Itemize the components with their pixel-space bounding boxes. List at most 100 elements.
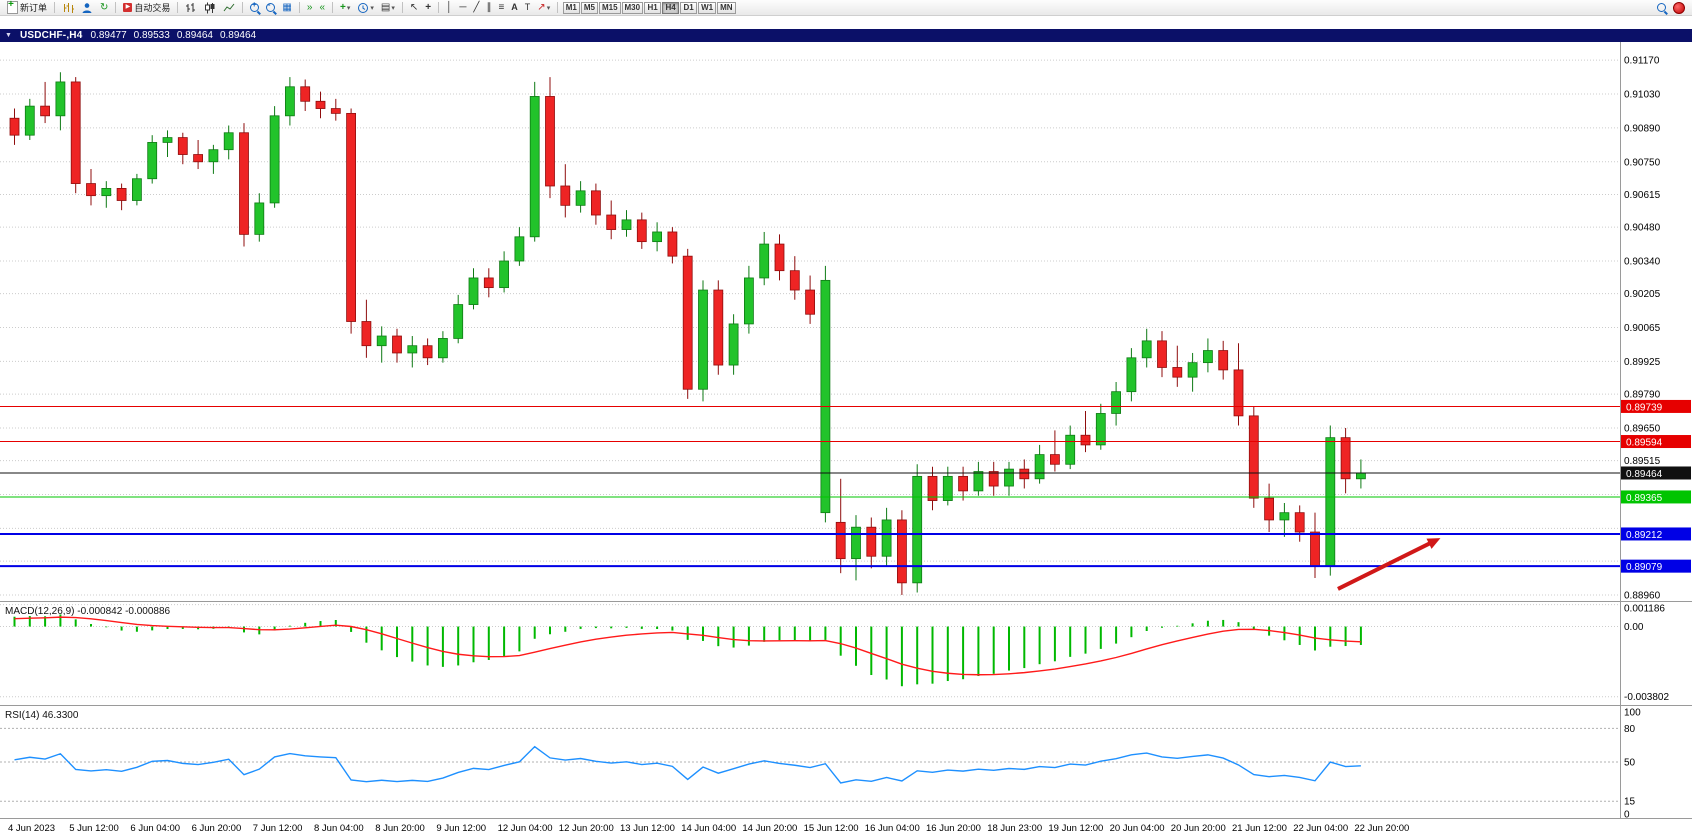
chart-shift-button[interactable]: « [316, 1, 328, 14]
templates-button[interactable]: ▤ ▾ [378, 1, 398, 14]
arrows-tool-button[interactable]: ↗ ▾ [534, 1, 553, 14]
horizontal-line-tool-button[interactable]: ─ [456, 1, 469, 14]
template-icon: ▤ [380, 1, 391, 13]
zoom-in-button[interactable]: + [247, 0, 262, 14]
svg-text:7 Jun 12:00: 7 Jun 12:00 [253, 823, 303, 834]
text-tool-button[interactable]: A [508, 1, 521, 14]
svg-text:15: 15 [1624, 797, 1636, 808]
svg-text:20 Jun 20:00: 20 Jun 20:00 [1171, 823, 1226, 834]
level-lines-layer[interactable] [0, 405, 1620, 568]
chart-shift-icon: « [319, 1, 325, 13]
svg-text:14 Jun 04:00: 14 Jun 04:00 [681, 823, 736, 834]
collapse-icon[interactable]: ▼ [5, 32, 12, 39]
tf-w1-button[interactable]: W1 [698, 1, 717, 14]
svg-text:16 Jun 20:00: 16 Jun 20:00 [926, 823, 981, 834]
svg-text:0.90615: 0.90615 [1624, 190, 1661, 201]
tf-h4-button[interactable]: H4 [662, 1, 680, 14]
price-badge [1621, 399, 1691, 413]
svg-text:8 Jun 04:00: 8 Jun 04:00 [314, 823, 364, 834]
auto-scroll-icon: » [306, 1, 313, 13]
crosshair-button[interactable]: + [422, 1, 434, 14]
toolbar-separator [54, 2, 56, 13]
profiles-button[interactable] [78, 1, 96, 14]
toolbar-separator [298, 2, 300, 13]
indicator-layer: MACD(12,26,9) -0.000842 -0.000886 RSI(14)… [0, 604, 1620, 802]
new-order-button[interactable]: 新订单 [4, 0, 50, 14]
notification-icon [1673, 1, 1685, 14]
svg-text:50: 50 [1624, 758, 1636, 769]
chart-candles-mode-button[interactable] [201, 1, 219, 14]
svg-text:0.90750: 0.90750 [1624, 157, 1661, 168]
tf-mn-button[interactable]: MN [717, 1, 736, 14]
time-axis[interactable]: 4 Jun 2023 5 Jun 12:00 6 Jun 04:00 6 Jun 20… [8, 823, 1409, 834]
autotrading-button[interactable]: ▶ 自动交易 [120, 1, 173, 14]
tf-d1-button[interactable]: D1 [680, 1, 698, 14]
profile-icon [82, 2, 92, 13]
rsi-label: RSI(14) 46.3300 [5, 710, 79, 721]
macd-signal-line [14, 616, 1361, 676]
dropdown-icon: ▾ [546, 4, 551, 12]
svg-text:100: 100 [1624, 708, 1641, 719]
toolbar-separator [438, 2, 440, 13]
periods-button[interactable]: ▾ [354, 1, 377, 14]
tile-windows-button[interactable]: ▦ [279, 1, 294, 14]
notifications-button[interactable] [1670, 1, 1688, 14]
auto-scroll-button[interactable]: » [304, 1, 316, 14]
chart-type-bars-button[interactable] [59, 1, 77, 14]
channel-tool-button[interactable]: ∥ [483, 1, 494, 14]
dropdown-icon: ▾ [391, 4, 395, 12]
svg-text:0.90890: 0.90890 [1624, 123, 1661, 134]
bars-mode-icon [186, 2, 196, 12]
trendline-icon: ╱ [473, 1, 480, 13]
search-icon [1657, 3, 1666, 12]
svg-text:9 Jun 12:00: 9 Jun 12:00 [436, 823, 486, 834]
svg-text:0.91170: 0.91170 [1624, 56, 1660, 67]
svg-text:0.89650: 0.89650 [1624, 423, 1661, 434]
tf-h1-button[interactable]: H1 [644, 1, 662, 14]
zoom-out-button[interactable]: - [263, 0, 278, 14]
refresh-button[interactable]: ↻ [97, 1, 111, 14]
macd-label: MACD(12,26,9) -0.000842 -0.000886 [5, 606, 171, 617]
svg-text:14 Jun 20:00: 14 Jun 20:00 [742, 823, 797, 834]
svg-text:0.91030: 0.91030 [1624, 90, 1661, 101]
horizontal-line-icon: ─ [459, 1, 467, 13]
chart-title-bar: ▼ USDCHF-,H4 0.89477 0.89533 0.89464 0.8… [0, 29, 1692, 42]
tf-m1-button[interactable]: M1 [562, 1, 580, 14]
rsi-line [14, 745, 1361, 784]
svg-text:0.00: 0.00 [1624, 622, 1644, 633]
crosshair-icon: + [425, 1, 432, 13]
autotrading-label: 自动交易 [134, 3, 171, 13]
toolbar-separator [115, 2, 117, 13]
refresh-icon: ↻ [100, 1, 109, 13]
cursor-button[interactable]: ↖ [407, 1, 421, 14]
vertical-line-tool-button[interactable]: │ [443, 1, 455, 14]
svg-text:6 Jun 04:00: 6 Jun 04:00 [130, 823, 180, 834]
svg-text:80: 80 [1624, 724, 1636, 735]
tf-m15-button[interactable]: M15 [598, 1, 621, 14]
svg-text:5 Jun 12:00: 5 Jun 12:00 [69, 823, 119, 834]
bar-chart-icon [64, 2, 75, 13]
annotation-layer[interactable] [1337, 538, 1441, 591]
timeframe-toolbar: M1 M5 M15 M30 H1 H4 D1 W1 MN [562, 1, 736, 14]
svg-text:16 Jun 04:00: 16 Jun 04:00 [865, 823, 920, 834]
indicators-button[interactable]: + ▾ [337, 1, 353, 14]
candles-layer[interactable] [9, 72, 1366, 595]
svg-text:19 Jun 12:00: 19 Jun 12:00 [1048, 823, 1103, 834]
chart-bars-mode-button[interactable] [182, 1, 200, 14]
toolbar-separator [332, 2, 333, 13]
tf-m30-button[interactable]: M30 [621, 1, 644, 14]
trend-arrow-head[interactable] [1426, 538, 1441, 549]
fibonacci-tool-button[interactable]: ≡ [495, 1, 507, 14]
tf-m5-button[interactable]: M5 [580, 1, 598, 14]
search-button[interactable] [1654, 1, 1669, 14]
svg-text:22 Jun 20:00: 22 Jun 20:00 [1354, 823, 1409, 834]
label-tool-button[interactable]: T [522, 1, 534, 14]
trendline-tool-button[interactable]: ╱ [470, 1, 482, 14]
price-axis[interactable]: 0.89739 0.89594 0.89464 0.89365 0.89212 0.890… [0, 42, 1692, 821]
zoom-out-icon: - [266, 0, 276, 12]
chart-line-mode-button[interactable] [220, 1, 238, 14]
svg-text:0.90480: 0.90480 [1624, 223, 1661, 234]
svg-text:0.89212: 0.89212 [1626, 530, 1663, 541]
trend-arrow-annotation[interactable] [1337, 540, 1434, 591]
